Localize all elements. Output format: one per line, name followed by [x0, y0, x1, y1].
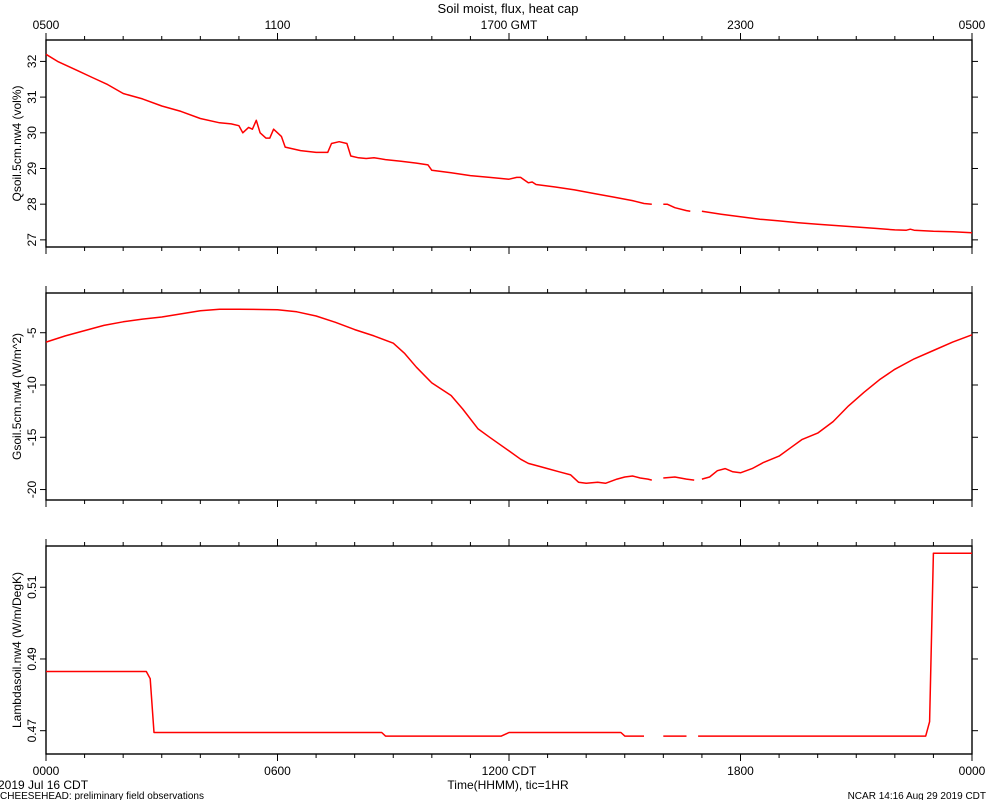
y-tick-label: 31: [25, 90, 39, 104]
y-tick-label: 28: [25, 197, 39, 211]
bottom-tick-label: 1200 CDT: [482, 764, 537, 778]
top-tick-label: 1700 GMT: [481, 18, 538, 32]
y-tick-label: -10: [25, 376, 39, 394]
series-line: [701, 334, 973, 480]
y-axis-label: Gsoil.5cm.nw4 (W/m^2): [10, 333, 24, 460]
series-line: [663, 203, 691, 213]
bottom-tick-label: 0000: [959, 764, 986, 778]
y-tick-label: 0.51: [25, 575, 39, 599]
series-line: [45, 308, 652, 485]
y-tick-label: 32: [25, 54, 39, 68]
x-axis-label: Time(HHMM), tic=1HR: [447, 778, 569, 792]
y-axis-label: Qsoil.5cm.nw4 (vol%): [10, 85, 24, 201]
y-tick-label: -15: [25, 428, 39, 446]
y-tick-label: 0.47: [25, 719, 39, 743]
panel-1-frame: [45, 39, 973, 248]
series-line: [45, 53, 652, 205]
top-tick-label: 1100: [265, 18, 291, 32]
date-label: 2019 Jul 16 CDT: [0, 778, 89, 792]
top-tick-label: 0500: [959, 18, 986, 32]
top-tick-label: 0500: [33, 18, 60, 32]
y-tick-label: 0.49: [25, 647, 39, 671]
footer-left: CHEESEHEAD: preliminary field observatio…: [0, 791, 204, 800]
series-line: [701, 210, 973, 234]
footer-right: NCAR 14:16 Aug 29 2019 CDT: [848, 791, 986, 800]
bottom-tick-label: 1800: [727, 764, 754, 778]
series-line: [46, 670, 644, 737]
bottom-tick-label: 0600: [264, 764, 291, 778]
top-tick-label: 2300: [727, 18, 754, 32]
y-tick-label: 27: [25, 233, 39, 247]
chart-title: Soil moist, flux, heat cap: [438, 1, 579, 16]
y-tick-label: -20: [25, 481, 39, 499]
y-tick-label: -5: [25, 327, 39, 338]
panel-2-frame: [45, 292, 973, 501]
y-tick-label: 29: [25, 161, 39, 175]
y-tick-label: 30: [25, 126, 39, 140]
y-axis-label: Lambdasoil.nw4 (W/m/DegK): [10, 572, 24, 728]
series-line: [663, 476, 695, 481]
series-line: [698, 552, 972, 737]
bottom-tick-label: 0000: [33, 764, 60, 778]
panel-3-frame: [45, 545, 973, 755]
